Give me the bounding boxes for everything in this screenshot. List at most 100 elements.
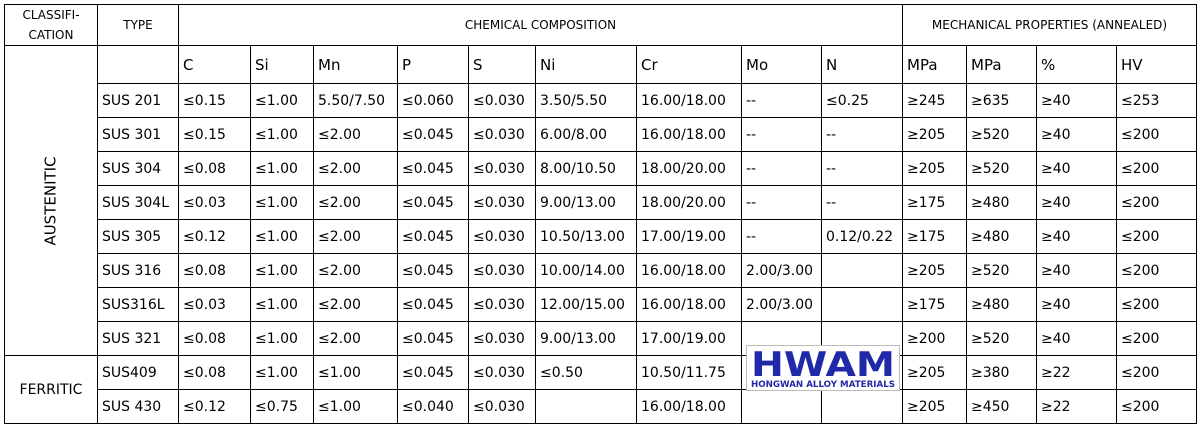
column-header-4: S	[468, 45, 536, 84]
value-cell-mo: --	[741, 185, 822, 220]
table-row: SUS 430 ≤0.12 ≤0.75 ≤1.00 ≤0.040 ≤0.030 16.00/…	[5, 389, 1197, 424]
value-cell-si: ≤1.00	[250, 321, 314, 356]
type-cell: SUS 305	[97, 219, 179, 254]
value-cell-p: ≤0.045	[397, 185, 469, 220]
value-cell-s: ≤0.030	[468, 151, 536, 186]
logo-graphic: HWAM HONGWAN ALLOY MATERIALS	[751, 346, 895, 390]
value-cell-mpa: ≥205	[902, 389, 967, 424]
value-cell-mo: --	[741, 151, 822, 186]
value-cell-n: --	[821, 185, 903, 220]
value-cell-ni: 6.00/8.00	[535, 117, 637, 152]
value-cell-mpa: ≥200	[902, 321, 967, 356]
column-header-12: HV	[1116, 45, 1197, 84]
value-cell-ni: 3.50/5.50	[535, 83, 637, 118]
value-cell-mpa: ≥175	[902, 185, 967, 220]
type-cell: SUS 321	[97, 321, 179, 356]
column-header-8: N	[821, 45, 903, 84]
value-cell-mn: ≤2.00	[313, 253, 398, 288]
value-cell-mpa: ≥205	[902, 253, 967, 288]
value-cell-elongation: ≥40	[1036, 83, 1117, 118]
value-cell-c: ≤0.03	[178, 287, 251, 322]
value-cell-p: ≤0.045	[397, 253, 469, 288]
value-cell-p: ≤0.045	[397, 355, 469, 390]
value-cell-s: ≤0.030	[468, 321, 536, 356]
value-cell-hv: ≤200	[1116, 185, 1197, 220]
value-cell-p: ≤0.045	[397, 219, 469, 254]
classification-header: CLASSIFI- CATION	[4, 4, 98, 46]
table-row: SUS 301 ≤0.15 ≤1.00 ≤2.00 ≤0.045 ≤0.030 6.00/8…	[5, 117, 1197, 152]
value-cell-cr: 16.00/18.00	[636, 117, 742, 152]
value-cell-cr: 16.00/18.00	[636, 287, 742, 322]
value-cell-s: ≤0.030	[468, 389, 536, 424]
value-cell-mo: --	[741, 117, 822, 152]
classification-ferritic: FERRITIC	[4, 355, 98, 424]
value-cell-mo: 2.00/3.00	[741, 287, 822, 322]
value-cell-mo: --	[741, 219, 822, 254]
value-cell-elongation: ≥22	[1036, 389, 1117, 424]
value-cell-si: ≤1.00	[250, 185, 314, 220]
value-cell-elongation: ≥40	[1036, 219, 1117, 254]
value-cell-mn: ≤2.00	[313, 321, 398, 356]
table-row: SUS 201 ≤0.15 ≤1.00 5.50/7.50 ≤0.060 ≤0.030 3.…	[5, 83, 1197, 118]
header-row: CLASSIFI- CATION TYPE CHEMICAL COMPOSITI…	[4, 4, 1197, 46]
chemical-composition-header: CHEMICAL COMPOSITION	[178, 4, 903, 46]
value-cell-hv: ≤200	[1116, 389, 1197, 424]
value-cell-si: ≤1.00	[250, 151, 314, 186]
value-cell-si: ≤1.00	[250, 219, 314, 254]
table-row: SUS 321 ≤0.08 ≤1.00 ≤2.00 ≤0.045 ≤0.030 9.00/1…	[5, 321, 1197, 356]
value-cell-p: ≤0.040	[397, 389, 469, 424]
value-cell-n	[821, 287, 903, 322]
table-row: SUS 316 ≤0.08 ≤1.00 ≤2.00 ≤0.045 ≤0.030 10.00/…	[5, 253, 1197, 288]
type-cell: SUS 201	[97, 83, 179, 118]
hwam-watermark-logo: HWAM HONGWAN ALLOY MATERIALS	[746, 345, 900, 391]
column-header-0: C	[178, 45, 251, 84]
value-cell-mpa: ≥175	[902, 219, 967, 254]
column-header-1: Si	[250, 45, 314, 84]
value-cell-elongation: ≥40	[1036, 151, 1117, 186]
type-header: TYPE	[97, 4, 179, 46]
column-header-9: MPa	[902, 45, 967, 84]
value-cell-mn: ≤2.00	[313, 185, 398, 220]
value-cell-mn: ≤2.00	[313, 219, 398, 254]
value-cell-p: ≤0.045	[397, 117, 469, 152]
value-cell-mn: 5.50/7.50	[313, 83, 398, 118]
value-cell-c: ≤0.08	[178, 253, 251, 288]
classification-header-text: CLASSIFI- CATION	[22, 8, 80, 42]
table-row: SUS 304L ≤0.03 ≤1.00 ≤2.00 ≤0.045 ≤0.030 9.00/…	[5, 185, 1197, 220]
value-cell-elongation: ≥40	[1036, 117, 1117, 152]
type-cell: SUS316L	[97, 287, 179, 322]
type-subheader-blank	[97, 45, 179, 84]
value-cell-s: ≤0.030	[468, 117, 536, 152]
value-cell-cr: 16.00/18.00	[636, 83, 742, 118]
type-cell: SUS409	[97, 355, 179, 390]
column-header-10: MPa	[966, 45, 1037, 84]
value-cell-si: ≤1.00	[250, 287, 314, 322]
value-cell-mpa: ≥480	[966, 287, 1037, 322]
value-cell-c: ≤0.03	[178, 185, 251, 220]
value-cell-elongation: ≥40	[1036, 321, 1117, 356]
value-cell-mpa: ≥205	[902, 117, 967, 152]
value-cell-hv: ≤253	[1116, 83, 1197, 118]
value-cell-hv: ≤200	[1116, 355, 1197, 390]
column-header-2: Mn	[313, 45, 398, 84]
value-cell-si: ≤1.00	[250, 83, 314, 118]
value-cell-mpa: ≥205	[902, 355, 967, 390]
value-cell-mn: ≤2.00	[313, 117, 398, 152]
column-header-6: Cr	[636, 45, 742, 84]
value-cell-mn: ≤1.00	[313, 389, 398, 424]
value-cell-mn: ≤1.00	[313, 355, 398, 390]
value-cell-n	[821, 389, 903, 424]
value-cell-mpa: ≥450	[966, 389, 1037, 424]
value-cell-mpa: ≥520	[966, 253, 1037, 288]
value-cell-mo	[741, 389, 822, 424]
value-cell-mpa: ≥480	[966, 219, 1037, 254]
value-cell-p: ≤0.060	[397, 83, 469, 118]
type-cell: SUS 304L	[97, 185, 179, 220]
value-cell-cr: 18.00/20.00	[636, 151, 742, 186]
logo-text: HWAM	[751, 346, 895, 385]
value-cell-p: ≤0.045	[397, 151, 469, 186]
value-cell-n	[821, 253, 903, 288]
column-header-5: Ni	[535, 45, 637, 84]
table-row: FERRITIC SUS409 ≤0.08 ≤1.00 ≤1.00 ≤0.045 ≤0.03…	[4, 355, 1197, 424]
value-cell-mn: ≤2.00	[313, 151, 398, 186]
